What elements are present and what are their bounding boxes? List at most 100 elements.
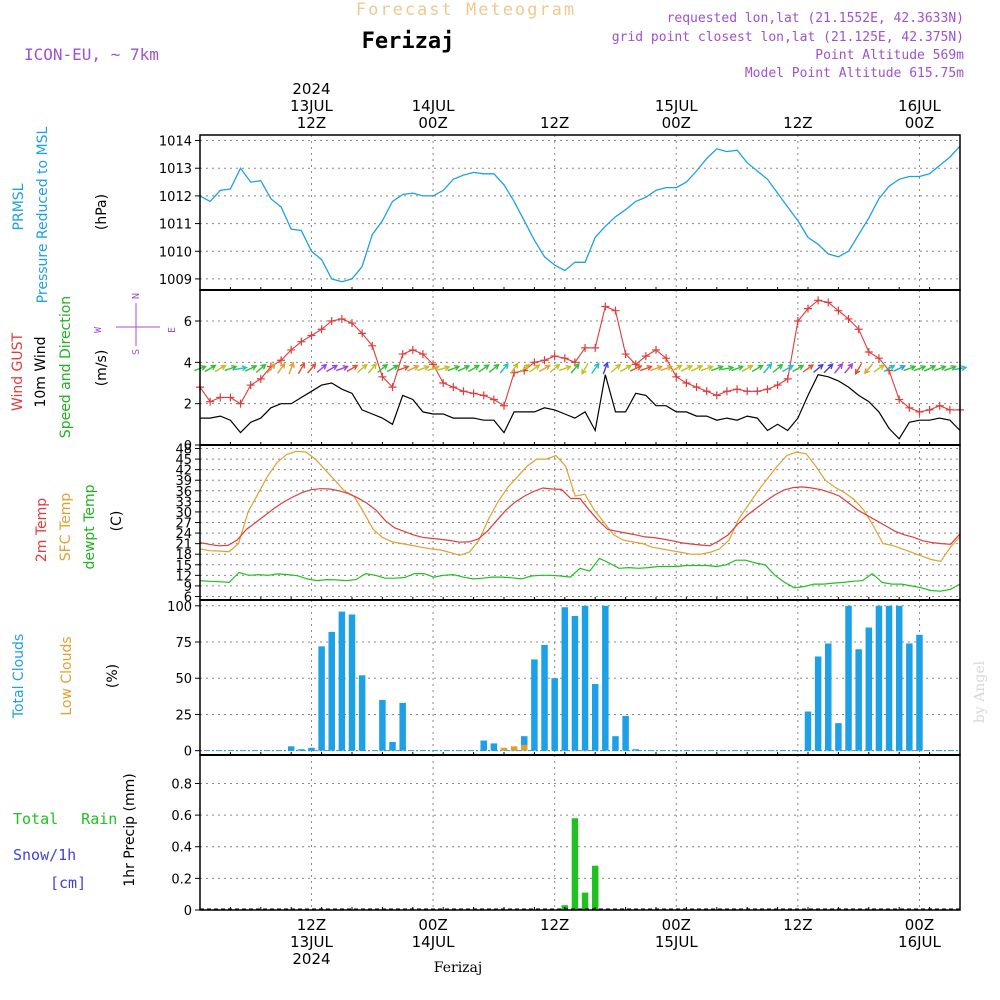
wind-arrow xyxy=(913,365,927,372)
wind-arrow xyxy=(234,365,248,372)
bottom-time-label-0: 2024 xyxy=(292,950,330,968)
gust-marker xyxy=(226,393,235,402)
wind-arrow-shaft xyxy=(468,364,480,373)
gust-marker xyxy=(418,350,427,359)
wind-arrow xyxy=(639,365,653,372)
gust-marker xyxy=(560,354,569,363)
clouds-ytick-label-3: 75 xyxy=(175,636,192,651)
gust-marker xyxy=(844,314,853,323)
wind-arrow-head xyxy=(544,364,551,371)
wind-arrow-head xyxy=(798,364,805,371)
wind-arrow-head xyxy=(930,364,937,371)
wind-arrow xyxy=(510,362,519,374)
temp-ytick-label-3: 15 xyxy=(175,559,192,574)
temp-label-2m: 2m Temp xyxy=(34,498,50,562)
total-cloud-bar xyxy=(328,631,335,751)
temp-ytick-label-0: 6 xyxy=(184,590,192,605)
wind-arrow xyxy=(720,365,735,372)
wind-arrow xyxy=(751,364,764,373)
top-time-label-5: 16JUL xyxy=(898,97,941,115)
wind-arrow-shaft xyxy=(823,363,834,374)
compass-n: N xyxy=(131,293,142,299)
wind-arrow-head xyxy=(230,365,238,371)
wind-arrow-head xyxy=(960,365,968,372)
compass-s: S xyxy=(131,349,142,355)
wind-arrow-head xyxy=(909,365,917,371)
wind-arrow-shaft xyxy=(792,364,804,373)
gust-marker xyxy=(307,331,316,340)
wind-arrow-shaft xyxy=(417,365,429,372)
wind-arrow xyxy=(620,364,633,373)
footer-location: Ferizaj xyxy=(434,960,482,976)
wind-arrow xyxy=(670,364,683,373)
model-altitude: Model Point Altitude 615.75m xyxy=(745,66,964,81)
wind-arrow xyxy=(558,365,572,372)
wind-arrow-shaft xyxy=(570,363,580,374)
wind-arrow-head xyxy=(646,365,653,371)
total-cloud-bar xyxy=(916,634,923,751)
wind-arrow-head xyxy=(847,362,854,369)
wind-arrow-head xyxy=(502,362,509,369)
total-cloud-bar xyxy=(399,702,406,751)
wind-arrow-head xyxy=(433,365,441,371)
gust-marker xyxy=(408,345,417,354)
top-time-label-4: 12Z xyxy=(783,114,812,132)
gust-marker xyxy=(631,360,640,369)
wind-arrow-shaft xyxy=(802,364,814,373)
wind-arrow-head xyxy=(269,362,276,369)
gust-marker xyxy=(915,407,924,416)
gust-marker xyxy=(763,385,772,394)
wind-arrow-head xyxy=(413,364,420,371)
axis-layer: 1009101010111012101310140246691215182124… xyxy=(159,80,961,968)
top-time-label-1: 14JUL xyxy=(412,97,455,115)
gust-marker xyxy=(287,345,296,354)
temp-ytick-label-4: 18 xyxy=(175,548,192,563)
wind-arrow-head xyxy=(686,364,694,371)
wind-arrow-shaft xyxy=(519,364,530,373)
watermark: by Angel xyxy=(972,660,988,723)
total-cloud-bar xyxy=(825,643,832,751)
clouds-ytick-label-4: 100 xyxy=(167,600,192,615)
gust-marker xyxy=(550,352,559,361)
gust-marker xyxy=(449,383,458,392)
wind-arrow-head xyxy=(463,364,471,371)
wind-label-gust: Wind GUST xyxy=(10,332,26,411)
wind-arrow xyxy=(792,364,805,373)
wind-arrow-head xyxy=(878,364,886,370)
wind-arrow xyxy=(214,364,227,373)
wind-arrow xyxy=(834,362,844,374)
wind-label-dir: Speed and Direction xyxy=(58,296,74,438)
wind-arrow xyxy=(854,362,863,375)
gust-marker xyxy=(773,381,782,390)
wind-arrow-shaft xyxy=(873,364,885,373)
total-cloud-bar xyxy=(865,627,873,751)
gust-marker xyxy=(429,360,438,369)
bottom-time-label-1: 14JUL xyxy=(412,933,455,951)
wind-arrow-shaft xyxy=(377,364,388,373)
gust-marker xyxy=(277,356,286,365)
wind-arrow xyxy=(357,363,368,373)
wind-arrow xyxy=(591,362,600,374)
wind-arrow-head xyxy=(423,365,430,371)
wind-arrow-shaft xyxy=(720,366,733,371)
temp-label-sfc: SFC Temp xyxy=(58,493,74,562)
gust-marker xyxy=(297,337,306,346)
total-cloud-bar xyxy=(308,747,315,751)
gust-marker xyxy=(692,383,701,392)
point-altitude: Point Altitude 569m xyxy=(815,48,964,63)
wind-ytick-label-2: 4 xyxy=(184,356,192,371)
wind-arrow-shaft xyxy=(488,364,499,373)
wind-arrow xyxy=(396,365,410,372)
total-cloud-bar xyxy=(531,659,538,751)
precip-frame xyxy=(199,754,961,911)
wind-arrow-shaft xyxy=(690,365,703,372)
compass-rose: N W E S xyxy=(93,293,178,355)
wind-arrow xyxy=(700,365,714,372)
wind-arrow-shaft xyxy=(396,365,409,372)
temp-label-dewpt: dewpt Temp xyxy=(82,484,98,569)
rain-bar xyxy=(571,818,579,910)
wind-arrow xyxy=(386,364,399,373)
total-cloud-bar xyxy=(855,649,862,751)
wind-arrow xyxy=(204,364,217,373)
gust-marker xyxy=(712,391,721,400)
